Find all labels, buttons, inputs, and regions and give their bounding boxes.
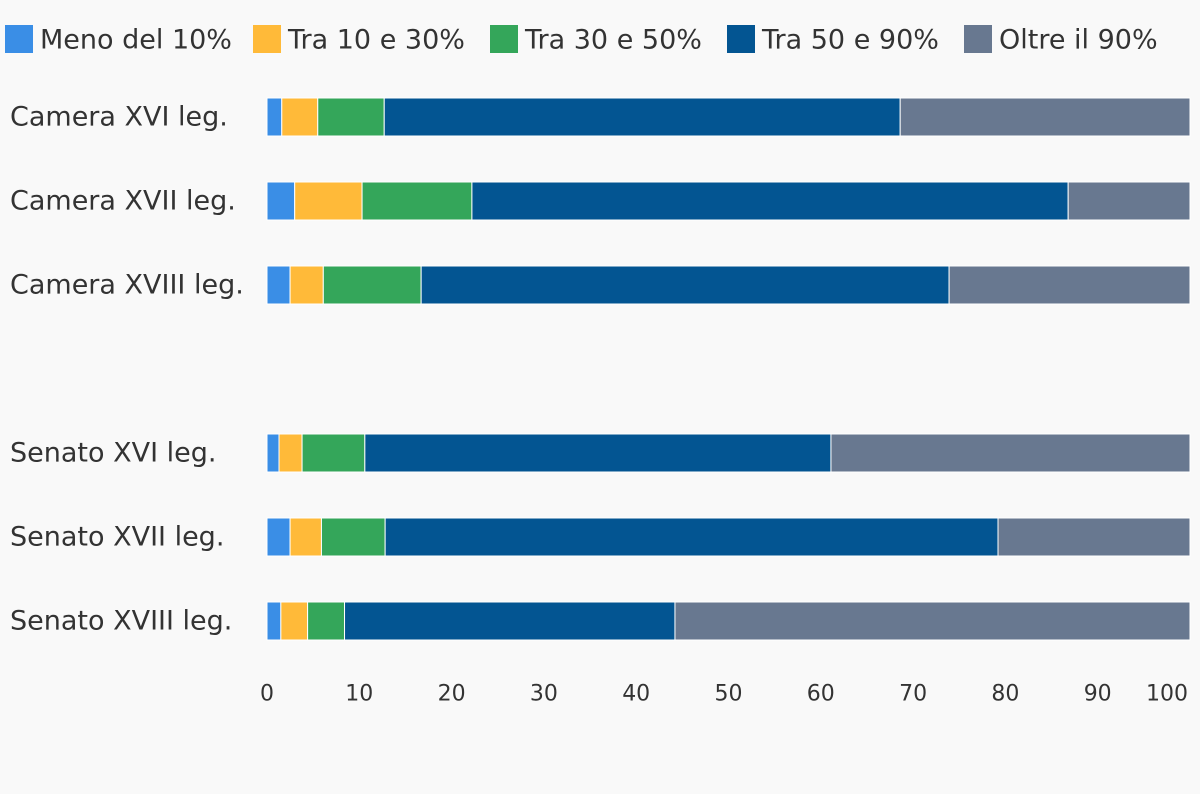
legend-item-tra-50-e-90pct: Tra 50 e 90%: [727, 25, 939, 56]
legend-swatch: [727, 25, 755, 53]
category-label: Camera XVII leg.: [10, 186, 236, 217]
category-label: Senato XVI leg.: [10, 438, 216, 469]
x-tick-label: 70: [899, 682, 927, 707]
bar-segment-tra-30-e-50pct: [317, 97, 385, 137]
bar-row: [266, 97, 1191, 137]
bar-segment-meno-del-10pct: [266, 517, 291, 557]
bar-segment-tra-10-e-30pct: [289, 517, 322, 557]
bar-segment-meno-del-10pct: [266, 265, 291, 305]
x-tick-label: 60: [807, 682, 835, 707]
bar-segment-oltre-il-90pct: [1067, 181, 1191, 221]
bar-row: [266, 181, 1191, 221]
legend-label: Oltre il 90%: [999, 25, 1158, 56]
bar-row: [266, 601, 1191, 641]
legend-item-oltre-il-90pct: Oltre il 90%: [964, 25, 1158, 56]
x-tick-label: 0: [260, 682, 274, 707]
category-label: Senato XVII leg.: [10, 522, 224, 553]
bar-segment-oltre-il-90pct: [830, 433, 1191, 473]
bar-segment-tra-50-e-90pct: [364, 433, 832, 473]
legend-swatch: [5, 25, 33, 53]
legend-label: Tra 50 e 90%: [761, 25, 939, 56]
bar-segment-oltre-il-90pct: [674, 601, 1191, 641]
category-label: Camera XVIII leg.: [10, 270, 244, 301]
bar-segment-meno-del-10pct: [266, 601, 282, 641]
legend-item-meno-del-10pct: Meno del 10%: [5, 25, 232, 56]
bar-row: [266, 265, 1191, 305]
x-tick-label: 50: [715, 682, 743, 707]
bar-segment-tra-10-e-30pct: [278, 433, 303, 473]
bar-segment-tra-30-e-50pct: [301, 433, 366, 473]
legend-label: Tra 30 e 50%: [524, 25, 702, 56]
bar-row: [266, 517, 1191, 557]
bar-segment-tra-50-e-90pct: [471, 181, 1069, 221]
bar-segment-tra-50-e-90pct: [420, 265, 950, 305]
category-label: Camera XVI leg.: [10, 102, 228, 133]
legend-swatch: [253, 25, 281, 53]
legend-swatch: [490, 25, 518, 53]
bars: [266, 97, 1191, 641]
bar-segment-tra-10-e-30pct: [294, 181, 363, 221]
x-tick-label: 20: [438, 682, 466, 707]
legend-label: Meno del 10%: [40, 25, 232, 56]
x-tick-label: 10: [345, 682, 373, 707]
x-tick-label: 100: [1146, 682, 1188, 707]
bar-segment-tra-10-e-30pct: [280, 601, 309, 641]
bar-segment-oltre-il-90pct: [899, 97, 1191, 137]
bar-segment-tra-10-e-30pct: [281, 97, 319, 137]
x-tick-label: 40: [622, 682, 650, 707]
category-label: Senato XVIII leg.: [10, 606, 232, 637]
x-tick-label: 30: [530, 682, 558, 707]
legend-label: Tra 10 e 30%: [287, 25, 465, 56]
bar-segment-oltre-il-90pct: [997, 517, 1191, 557]
x-tick-label: 80: [991, 682, 1019, 707]
legend: Meno del 10% Tra 10 e 30% Tra 30 e 50% Tra …: [5, 25, 1158, 56]
x-tick-label: 90: [1084, 682, 1112, 707]
bar-segment-tra-50-e-90pct: [384, 517, 999, 557]
bar-segment-oltre-il-90pct: [948, 265, 1191, 305]
bar-segment-tra-30-e-50pct: [307, 601, 346, 641]
legend-item-tra-30-e-50pct: Tra 30 e 50%: [490, 25, 702, 56]
x-axis: 0 10 20 30 40 50 60 70 80 90 100: [260, 682, 1188, 707]
category-labels: Camera XVI leg. Camera XVII leg. Camera XV…: [10, 102, 244, 637]
bar-segment-tra-30-e-50pct: [322, 265, 422, 305]
bar-row: [266, 433, 1191, 473]
bar-segment-tra-10-e-30pct: [289, 265, 324, 305]
bar-segment-tra-50-e-90pct: [383, 97, 901, 137]
legend-swatch: [964, 25, 992, 53]
bar-segment-meno-del-10pct: [266, 181, 296, 221]
bar-segment-meno-del-10pct: [266, 97, 283, 137]
bar-segment-tra-50-e-90pct: [344, 601, 676, 641]
bar-segment-tra-30-e-50pct: [320, 517, 386, 557]
bar-segment-tra-30-e-50pct: [361, 181, 473, 221]
legend-item-tra-10-e-30pct: Tra 10 e 30%: [253, 25, 465, 56]
bar-segment-meno-del-10pct: [266, 433, 280, 473]
